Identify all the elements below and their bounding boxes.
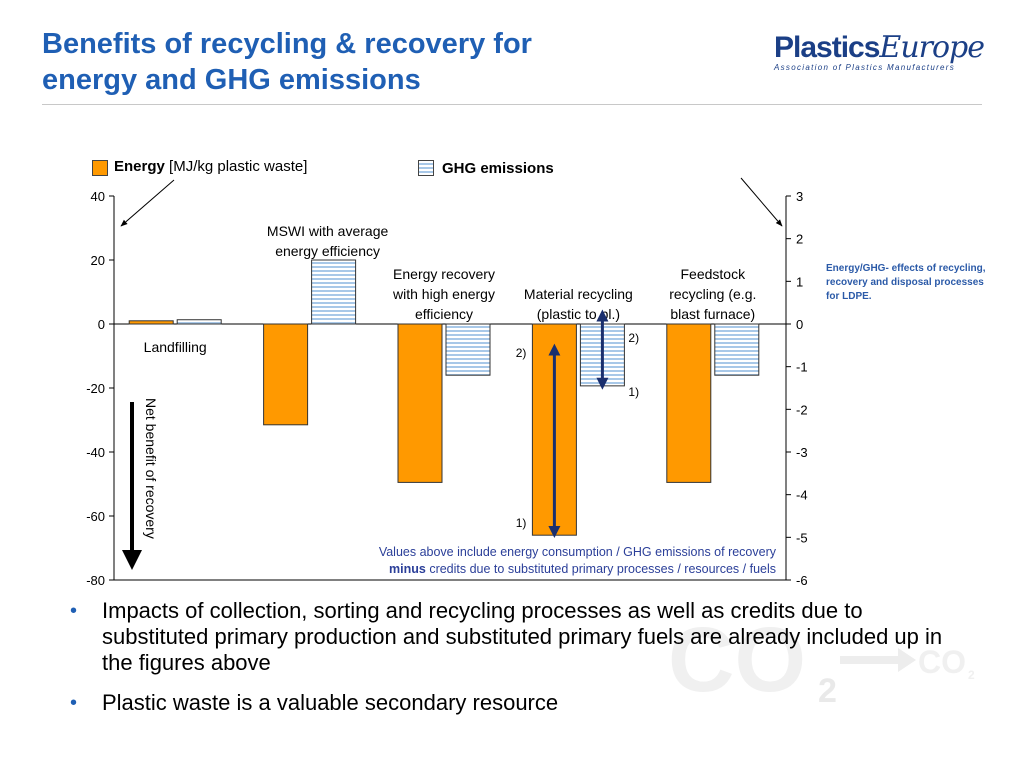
category-label: recycling (e.g.: [669, 286, 756, 302]
plasticseurope-logo: PlasticsEurope Association of Plastics M…: [774, 30, 985, 86]
legend-energy-unit: [MJ/kg plastic waste]: [164, 158, 308, 175]
left-tick-label: -20: [86, 381, 105, 396]
ghg-bar: [714, 323, 760, 376]
category-label: Feedstock: [681, 266, 747, 282]
category-label: Landfilling: [144, 339, 207, 355]
left-tick-label: 20: [91, 253, 105, 268]
left-tick-label: -40: [86, 445, 105, 460]
side-note: Energy/GHG- effects of recycling, recove…: [826, 263, 986, 302]
ghg-bar: [176, 319, 222, 325]
legend-ghg-swatch: [418, 160, 434, 176]
left-tick-label: -60: [86, 509, 105, 524]
co2-watermark-big: CO: [668, 609, 806, 711]
bullet-text: Impacts of collection, sorting and recyc…: [102, 598, 943, 675]
co2-watermark-sub: 2: [818, 672, 837, 710]
energy-bar: [263, 323, 309, 426]
legend-energy-swatch: [92, 160, 108, 176]
co2-watermark-arrow: [840, 656, 900, 664]
co2-watermark-small: CO: [918, 644, 966, 680]
chart-footnote-line-1: Values above include energy consumption …: [379, 545, 777, 559]
logo-tagline: Association of Plastics Manufacturers: [774, 63, 956, 72]
co2-watermark: CO 2 CO 2: [668, 608, 988, 718]
left-tick-label: 40: [91, 189, 105, 204]
legend-energy: Energy [MJ/kg plastic waste]: [114, 158, 307, 175]
ghg-bar: [311, 259, 357, 325]
right-tick-label: -5: [796, 530, 808, 545]
right-tick-label: 2: [796, 232, 803, 247]
logo-wordmark: PlasticsEurope: [774, 30, 985, 65]
ghg-mark-top: 2): [628, 331, 639, 345]
category-label: efficiency: [415, 306, 473, 322]
legend-energy-bold: Energy: [114, 158, 165, 175]
title-line-1: Benefits of recycling & recovery for: [42, 28, 532, 60]
right-tick-label: 3: [796, 189, 803, 204]
ghg-bar: [445, 323, 491, 376]
chart-footnote-line-2: minus credits due to substituted primary…: [389, 562, 776, 576]
right-tick-label: -6: [796, 573, 808, 588]
right-axis-pointer: [740, 177, 783, 227]
category-label: (plastic to pl.): [537, 306, 620, 322]
net-benefit-label: Net benefit of recovery: [143, 398, 159, 539]
legend-ghg: GHG emissions: [442, 160, 554, 177]
logo-word-italic: Europe: [879, 30, 985, 65]
energy-bar: [397, 323, 443, 483]
bullet-item: • Impacts of collection, sorting and recy…: [70, 598, 970, 676]
category-label: energy efficiency: [275, 243, 380, 259]
right-tick-label: -3: [796, 445, 808, 460]
header-divider: [42, 104, 982, 105]
right-tick-label: 1: [796, 274, 803, 289]
left-tick-label: 0: [98, 317, 105, 332]
chart-footnote-bold: minus: [389, 562, 426, 576]
right-tick-label: -4: [796, 488, 808, 503]
bullet-text: Plastic waste is a valuable secondary re…: [102, 690, 559, 715]
chart-footnote-rest: credits due to substituted primary proce…: [426, 562, 776, 576]
slide-title: Benefits of recycling & recovery for ene…: [42, 26, 682, 98]
right-tick-label: -2: [796, 402, 808, 417]
energy-bar: [128, 320, 174, 325]
category-label: with high energy: [392, 286, 495, 302]
bullet-list: • Impacts of collection, sorting and recy…: [70, 598, 970, 730]
energy-mark-bottom: 1): [516, 516, 527, 530]
category-label: Energy recovery: [393, 266, 495, 282]
logo-word-bold: Plastics: [774, 31, 880, 64]
right-tick-label: 0: [796, 317, 803, 332]
bullet-dot: •: [70, 600, 78, 622]
co2-watermark-small-sub: 2: [968, 668, 975, 682]
category-label: blast furnace): [670, 306, 755, 322]
bullet-dot: •: [70, 692, 78, 714]
title-line-2: energy and GHG emissions: [42, 64, 421, 96]
ghg-mark-bottom: 1): [628, 385, 639, 399]
energy-bar: [666, 323, 712, 483]
category-label: MSWI with average: [267, 223, 389, 239]
category-label: Material recycling: [524, 286, 633, 302]
bullet-item: • Plastic waste is a valuable secondary r…: [70, 690, 970, 716]
left-axis-pointer: [120, 179, 175, 227]
left-tick-label: -80: [86, 573, 105, 588]
right-tick-label: -1: [796, 360, 808, 375]
energy-mark-top: 2): [516, 346, 527, 360]
co2-watermark-arrowhead: [898, 648, 916, 672]
